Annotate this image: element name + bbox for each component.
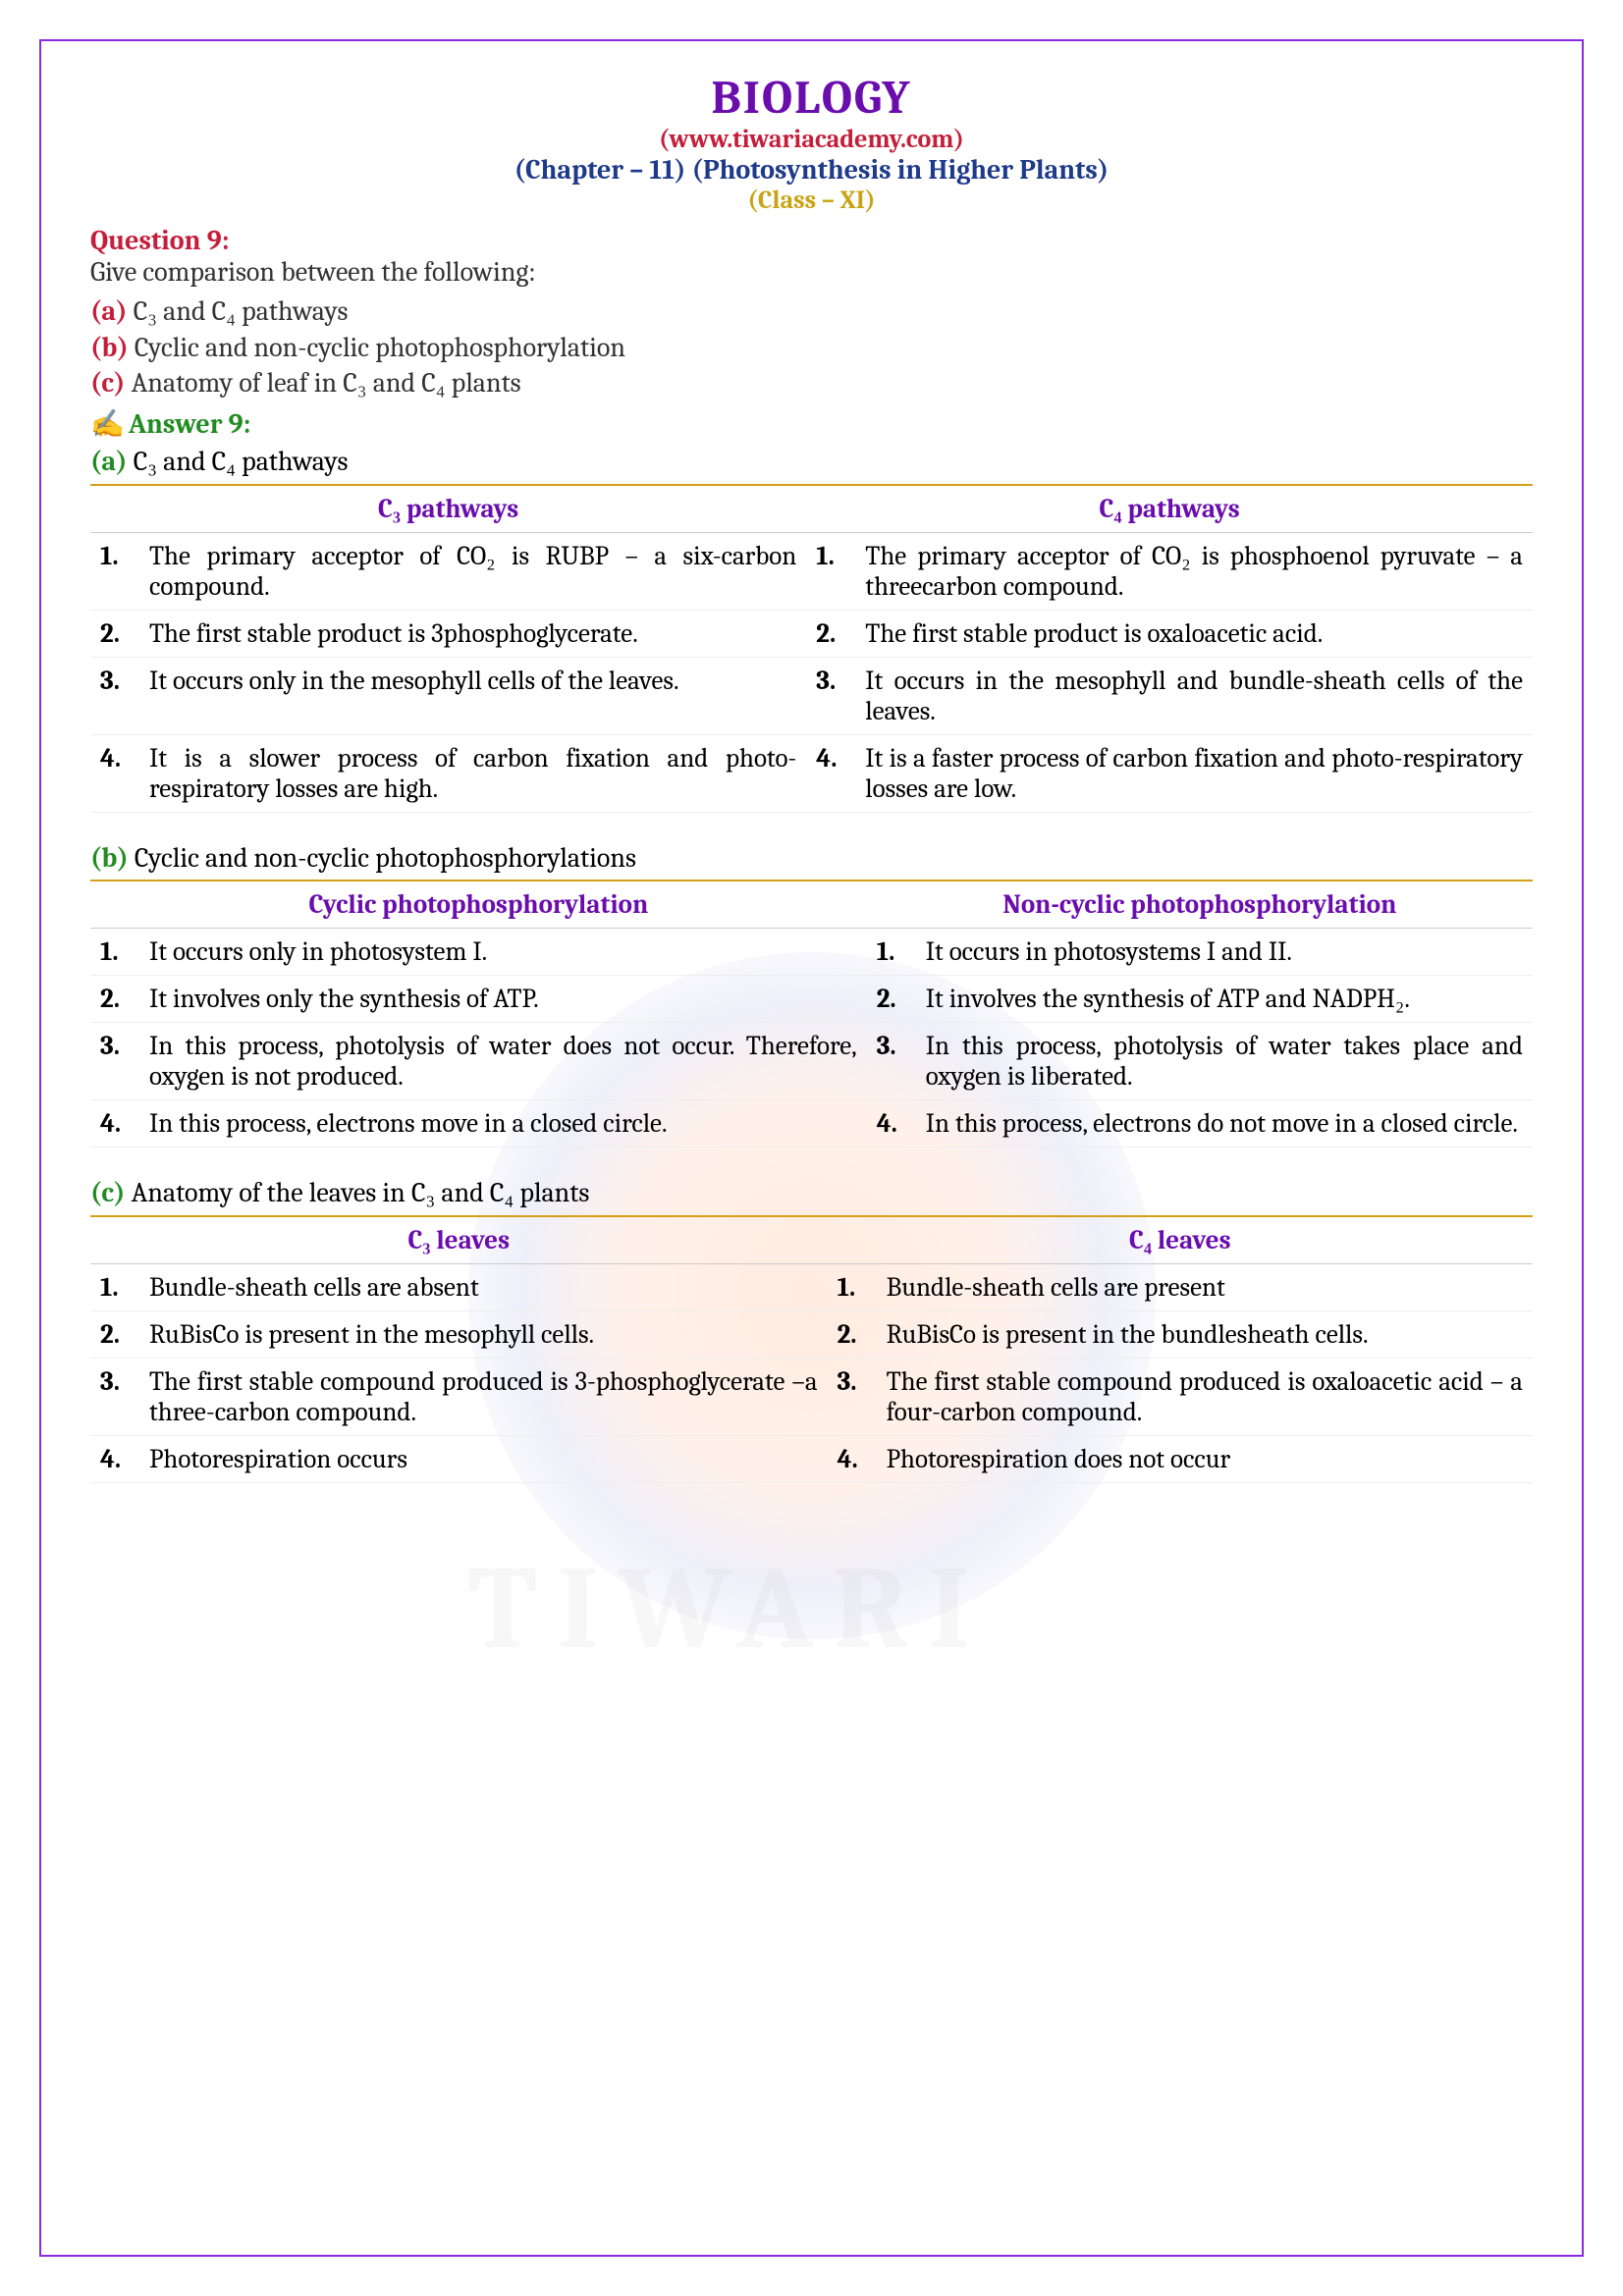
- cell-right: It occurs in photosystems I and II.: [916, 929, 1533, 976]
- row-number: 2.: [828, 1311, 877, 1359]
- row-number: 4.: [806, 735, 855, 813]
- cell-right: In this process, photolysis of water tak…: [916, 1023, 1533, 1100]
- table-row: 3.It occurs only in the mesophyll cells …: [90, 658, 1533, 735]
- row-number: 4.: [90, 1100, 139, 1148]
- table-header-right: Non-cyclic photophosphorylation: [867, 881, 1533, 929]
- table-row: 1.It occurs only in photosystem I.1.It o…: [90, 929, 1533, 976]
- question-option: (a) C₃ and C₄ pathways: [90, 295, 1533, 328]
- row-number: 1.: [828, 1264, 877, 1311]
- row-number: 4.: [867, 1100, 916, 1148]
- row-number: 3.: [90, 1023, 139, 1100]
- subject-title: BIOLOGY: [90, 71, 1533, 125]
- table-header-left: C₃ pathways: [90, 485, 806, 533]
- row-number: 1.: [806, 533, 855, 611]
- cell-left: In this process, electrons move in a clo…: [139, 1100, 867, 1148]
- option-text: C₃ and C₄ pathways: [134, 295, 349, 327]
- row-number: 3.: [806, 658, 855, 735]
- cell-right: It occurs in the mesophyll and bundle-sh…: [855, 658, 1533, 735]
- comparison-table: C₃ pathwaysC₄ pathways1.The primary acce…: [90, 484, 1533, 813]
- header: BIOLOGY (www.tiwariacademy.com) (Chapter…: [90, 71, 1533, 215]
- answer-part-label: (a): [90, 446, 134, 477]
- answer-part-text: Anatomy of the leaves in C₃ and C₄ plant…: [132, 1177, 590, 1208]
- question-text: Give comparison between the following:: [90, 256, 1533, 288]
- answer-part-heading: (b) Cyclic and non-cyclic photophosphory…: [90, 842, 1533, 874]
- cell-left: It occurs only in photosystem I.: [139, 929, 867, 976]
- answer-label: Answer 9:: [90, 407, 1533, 440]
- class-label: (Class – XI): [90, 186, 1533, 215]
- comparison-table: Cyclic photophosphorylationNon-cyclic ph…: [90, 880, 1533, 1148]
- row-number: 1.: [90, 533, 139, 611]
- cell-left: It occurs only in the mesophyll cells of…: [139, 658, 806, 735]
- row-number: 4.: [828, 1436, 877, 1483]
- option-text: Cyclic and non-cyclic photophosphorylati…: [135, 332, 625, 363]
- option-label: (a): [90, 295, 134, 327]
- row-number: 2.: [90, 611, 139, 658]
- cell-left: Photorespiration occurs: [139, 1436, 828, 1483]
- cell-right: RuBisCo is present in the bundlesheath c…: [877, 1311, 1533, 1359]
- table-row: 2.RuBisCo is present in the mesophyll ce…: [90, 1311, 1533, 1359]
- answer-part-text: C₃ and C₄ pathways: [134, 446, 349, 477]
- table-header-left: C₃ leaves: [90, 1216, 828, 1264]
- row-number: 1.: [90, 929, 139, 976]
- row-number: 1.: [90, 1264, 139, 1311]
- cell-left: RuBisCo is present in the mesophyll cell…: [139, 1311, 828, 1359]
- question-option: (c) Anatomy of leaf in C₃ and C₄ plants: [90, 367, 1533, 400]
- row-number: 2.: [806, 611, 855, 658]
- table-row: 1.The primary acceptor of CO₂ is RUBP – …: [90, 533, 1533, 611]
- cell-right: Photorespiration does not occur: [877, 1436, 1533, 1483]
- answer-part-label: (b): [90, 842, 135, 874]
- row-number: 3.: [90, 1359, 139, 1436]
- cell-left: Bundle-sheath cells are absent: [139, 1264, 828, 1311]
- table-row: 2.It involves only the synthesis of ATP.…: [90, 976, 1533, 1023]
- table-row: 4.In this process, electrons move in a c…: [90, 1100, 1533, 1148]
- cell-left: The first stable compound produced is 3-…: [139, 1359, 828, 1436]
- cell-left: It involves only the synthesis of ATP.: [139, 976, 867, 1023]
- option-text: Anatomy of leaf in C₃ and C₄ plants: [132, 367, 521, 399]
- content-area: BIOLOGY (www.tiwariacademy.com) (Chapter…: [90, 71, 1533, 1483]
- cell-left: In this process, photolysis of water doe…: [139, 1023, 867, 1100]
- cell-left: The primary acceptor of CO₂ is RUBP – a …: [139, 533, 806, 611]
- option-label: (b): [90, 332, 135, 363]
- table-header-left: Cyclic photophosphorylation: [90, 881, 867, 929]
- cell-right: In this process, electrons do not move i…: [916, 1100, 1533, 1148]
- cell-right: The primary acceptor of CO₂ is phosphoen…: [855, 533, 1533, 611]
- cell-right: It involves the synthesis of ATP and NAD…: [916, 976, 1533, 1023]
- row-number: 4.: [90, 735, 139, 813]
- row-number: 4.: [90, 1436, 139, 1483]
- cell-right: It is a faster process of carbon fixatio…: [855, 735, 1533, 813]
- row-number: 2.: [90, 976, 139, 1023]
- answer-part-text: Cyclic and non-cyclic photophosphorylati…: [135, 842, 636, 874]
- table-row: 1.Bundle-sheath cells are absent1.Bundle…: [90, 1264, 1533, 1311]
- cell-right: Bundle-sheath cells are present: [877, 1264, 1533, 1311]
- table-header-right: C₄ leaves: [828, 1216, 1533, 1264]
- table-row: 4.Photorespiration occurs4.Photorespirat…: [90, 1436, 1533, 1483]
- option-label: (c): [90, 367, 132, 399]
- row-number: 3.: [90, 658, 139, 735]
- row-number: 2.: [867, 976, 916, 1023]
- question-label: Question 9:: [90, 225, 1533, 256]
- table-row: 3.The first stable compound produced is …: [90, 1359, 1533, 1436]
- cell-right: The first stable product is oxaloacetic …: [855, 611, 1533, 658]
- question-option: (b) Cyclic and non-cyclic photophosphory…: [90, 332, 1533, 363]
- cell-left: The first stable product is 3phosphoglyc…: [139, 611, 806, 658]
- cell-right: The first stable compound produced is ox…: [877, 1359, 1533, 1436]
- chapter-title: (Chapter – 11) (Photosynthesis in Higher…: [90, 154, 1533, 186]
- row-number: 1.: [867, 929, 916, 976]
- website-url: (www.tiwariacademy.com): [90, 125, 1533, 154]
- answer-part-heading: (c) Anatomy of the leaves in C₃ and C₄ p…: [90, 1177, 1533, 1209]
- answer-part-label: (c): [90, 1177, 132, 1208]
- row-number: 2.: [90, 1311, 139, 1359]
- table-row: 2.The first stable product is 3phosphogl…: [90, 611, 1533, 658]
- row-number: 3.: [828, 1359, 877, 1436]
- page-border: TIWARI BIOLOGY (www.tiwariacademy.com) (…: [39, 39, 1584, 2257]
- cell-left: It is a slower process of carbon fixatio…: [139, 735, 806, 813]
- table-row: 3.In this process, photolysis of water d…: [90, 1023, 1533, 1100]
- answer-part-heading: (a) C₃ and C₄ pathways: [90, 446, 1533, 478]
- comparison-table: C₃ leavesC₄ leaves1.Bundle-sheath cells …: [90, 1215, 1533, 1483]
- table-row: 4.It is a slower process of carbon fixat…: [90, 735, 1533, 813]
- row-number: 3.: [867, 1023, 916, 1100]
- table-header-right: C₄ pathways: [806, 485, 1533, 533]
